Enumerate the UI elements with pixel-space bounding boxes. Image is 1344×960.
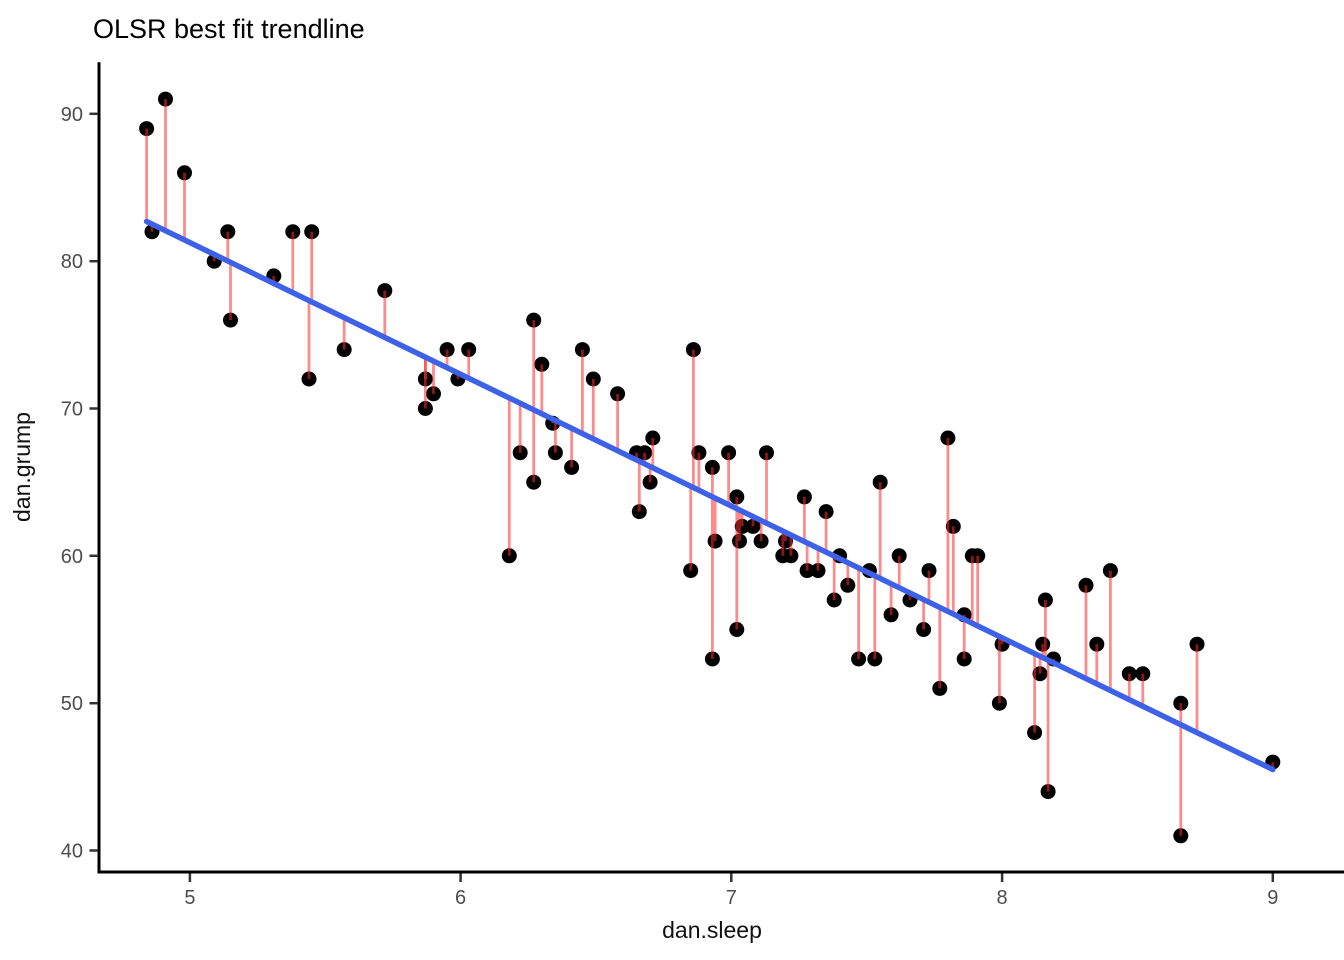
- chart-title: OLSR best fit trendline: [93, 14, 365, 44]
- data-point: [818, 504, 834, 520]
- y-tick-label: 50: [61, 693, 83, 715]
- tick-labels-layer: 5 6 7 8 9 40 50 60 70 80 90: [61, 104, 1279, 909]
- y-tick-label: 90: [61, 104, 83, 126]
- ols-trendline: [143, 218, 1276, 773]
- axes-layer: [97, 62, 1344, 874]
- data-points-layer: [139, 91, 1281, 844]
- x-tick-label: 6: [455, 887, 466, 909]
- y-tick-label: 70: [61, 399, 83, 421]
- y-tick-label: 40: [61, 841, 83, 863]
- trendline-layer: [143, 218, 1276, 773]
- y-tick-label: 80: [61, 251, 83, 273]
- x-tick-label: 7: [726, 887, 737, 909]
- x-tick-label: 8: [997, 887, 1008, 909]
- x-tick-label: 5: [184, 887, 195, 909]
- tick-marks-layer: [89, 112, 1275, 882]
- y-tick-label: 60: [61, 546, 83, 568]
- x-tick-label: 9: [1267, 887, 1278, 909]
- x-axis-title: dan.sleep: [662, 917, 762, 943]
- y-axis-title: dan.grump: [9, 412, 35, 522]
